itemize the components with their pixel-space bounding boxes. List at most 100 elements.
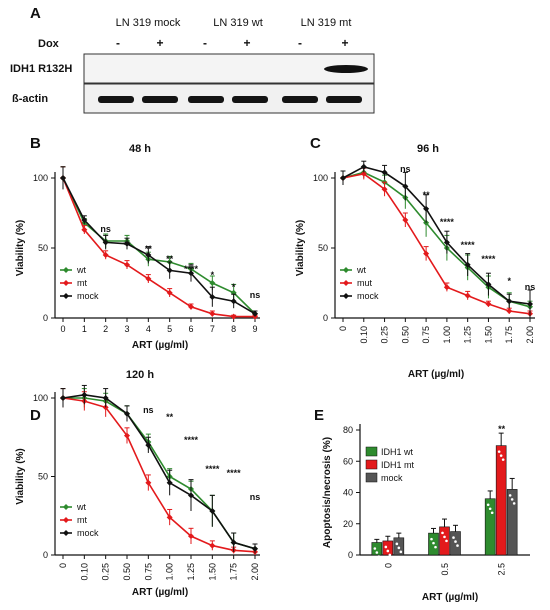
bar	[484, 498, 496, 556]
x-tick-label: 0.50	[400, 326, 410, 344]
legend-label: mock	[381, 473, 403, 483]
chart-c-96h: 0 50 100 Viability (%) ART (µg/ml) 96 h 0 0.10 0…	[295, 143, 535, 380]
legend-label: mt	[77, 278, 87, 288]
replicate-dot	[508, 494, 512, 497]
x-tick-label: 1.25	[186, 563, 196, 581]
x-tick-label: 1.50	[207, 563, 217, 581]
panel-c-letter: C	[310, 135, 321, 152]
replicate-dot	[452, 536, 455, 539]
data-point	[145, 479, 152, 486]
legend-marker	[63, 504, 69, 510]
actin-band-5	[282, 96, 318, 103]
data-point	[102, 252, 109, 258]
x-tick-label: 0.50	[122, 563, 132, 581]
legend-swatch	[365, 459, 378, 470]
actin-band-1	[98, 96, 134, 103]
legend-swatch	[365, 472, 378, 483]
data-point	[230, 313, 237, 320]
data-point	[81, 391, 88, 398]
legend-label: wt	[76, 265, 86, 275]
y-tick-label: 50	[38, 472, 48, 482]
significance-label: **	[423, 190, 431, 200]
chart-title: 120 h	[126, 369, 154, 381]
legend-marker	[63, 280, 69, 286]
x-tick-label: 2.5	[497, 563, 507, 576]
replicate-dot	[375, 551, 379, 554]
replicate-dot	[441, 531, 444, 535]
replicate-dot	[397, 546, 401, 550]
x-tick-label: 0	[60, 324, 65, 334]
data-point	[381, 186, 388, 193]
replicate-dot	[434, 545, 437, 549]
replicate-dot	[501, 458, 505, 461]
dox-mark-2: +	[156, 36, 163, 50]
legend-label: mock	[357, 291, 379, 301]
replicate-dot	[430, 537, 433, 541]
series-mock	[60, 166, 258, 317]
data-point	[124, 410, 130, 417]
band-label-idh1: IDH1 R132H	[10, 63, 72, 75]
series-line	[62, 177, 255, 318]
data-point	[81, 226, 88, 233]
y-tick-label: 50	[318, 243, 328, 253]
legend-label: mt	[77, 515, 87, 525]
x-tick-label: 2.00	[525, 326, 535, 344]
y-tick-label: 20	[343, 519, 353, 529]
replicate-dot	[486, 503, 490, 507]
bar	[439, 526, 450, 556]
dox-mark-4: +	[243, 36, 250, 50]
x-tick-label: 1	[82, 324, 87, 334]
x-tick-label: 7	[210, 324, 215, 334]
y-axis-label: Viability (%)	[15, 448, 26, 505]
data-point	[209, 310, 216, 317]
replicate-dot	[386, 549, 390, 553]
y-tick-label: 0	[43, 550, 48, 560]
data-point	[145, 275, 152, 282]
chart-title: 96 h	[417, 143, 439, 155]
x-tick-label: 4	[146, 324, 151, 334]
y-tick-label: 0	[43, 313, 48, 323]
panel-a: A LN 319 mock LN 319 wt LN 319 mt Dox - …	[10, 5, 375, 114]
significance-label: ns	[250, 290, 261, 300]
data-point	[188, 303, 194, 310]
dox-mark-6: +	[341, 36, 348, 50]
data-point	[188, 270, 194, 277]
x-tick-label: 5	[167, 324, 172, 334]
significance-label: ****	[481, 254, 496, 264]
y-tick-label: 80	[343, 425, 353, 435]
x-tick-label: 0	[383, 563, 393, 568]
y-tick-label: 60	[343, 456, 353, 466]
x-tick-label: 0.25	[101, 563, 111, 581]
significance-label: ns	[400, 164, 411, 174]
data-point	[402, 217, 409, 223]
chart-b-48h: 0 50 100 Viability (%) ART (µg/ml) 48 h 0 1 2 3 4 5…	[15, 143, 260, 351]
actin-bands	[98, 96, 362, 103]
significance-label: *	[211, 270, 215, 280]
data-point	[506, 298, 513, 305]
data-point	[485, 301, 492, 307]
replicate-dot	[454, 540, 457, 543]
chart-e-apoptosis: 0 20 40 60 80 Apoptosis/necrosis (%) ART (µg/m…	[322, 424, 530, 603]
x-tick-label: 6	[188, 324, 193, 334]
data-point	[145, 252, 152, 258]
significance-label: ns	[100, 224, 111, 234]
significance-label: *	[507, 276, 511, 286]
x-tick-label: 0.10	[359, 326, 369, 344]
replicate-dot	[490, 511, 494, 515]
replicate-dot	[445, 539, 448, 543]
series-line	[342, 172, 531, 315]
y-tick-label: 50	[38, 243, 48, 253]
x-tick-label: 9	[252, 324, 257, 334]
dox-mark-5: -	[298, 36, 302, 50]
series-line	[62, 177, 256, 315]
x-tick-label: 1.75	[229, 563, 239, 581]
x-tick-label: 0.5	[440, 563, 450, 576]
y-axis-label: Viability (%)	[295, 220, 306, 277]
group-label-mt: LN 319 mt	[301, 17, 352, 29]
data-point	[381, 169, 388, 176]
dox-mark-3: -	[203, 36, 207, 50]
chart-title: 48 h	[129, 143, 151, 155]
y-tick-label: 100	[313, 173, 328, 183]
data-point	[166, 514, 173, 521]
x-tick-label: 0	[58, 563, 68, 568]
